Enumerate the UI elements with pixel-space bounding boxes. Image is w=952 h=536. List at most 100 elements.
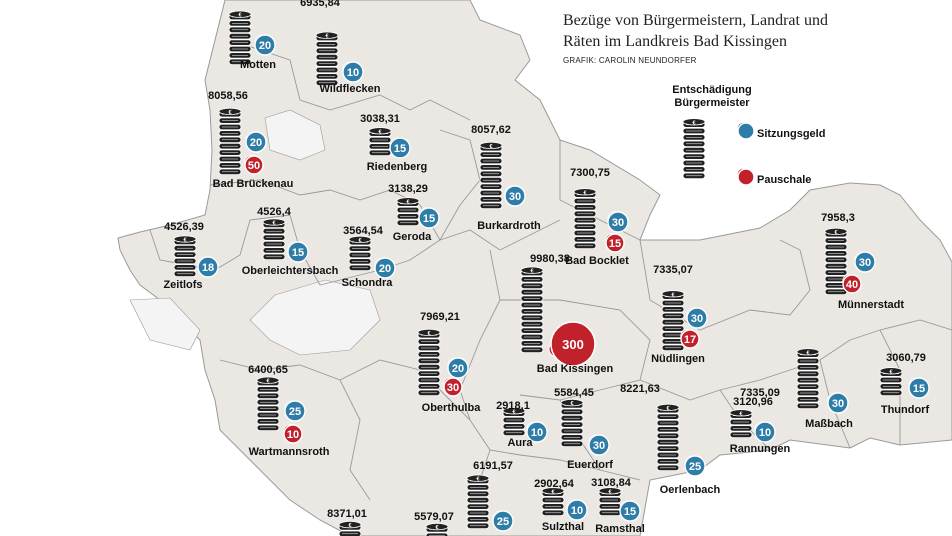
coin-stack-icon: € (425, 522, 449, 536)
sitzungsgeld-badge: 10 (342, 61, 364, 83)
compensation-value: 9980,38 (530, 253, 570, 265)
euro-sign-icon: € (435, 525, 438, 531)
pauschale-badge-value: 30 (447, 382, 459, 394)
compensation-value: 7335,09 (740, 387, 780, 399)
legend-heading-line-1: Entschädigung (672, 84, 752, 96)
coin-stack-icon: € (396, 197, 420, 226)
sitzungsgeld-badge-value: 20 (250, 137, 262, 149)
sitzungsgeld-badge-value: 30 (509, 191, 521, 203)
municipality-name: Bad Kissingen (537, 363, 614, 375)
sitzungsgeld-badge: 20 (447, 357, 469, 379)
euro-sign-icon: € (348, 523, 351, 529)
euro-sign-icon: € (489, 144, 492, 150)
municipality-marker: €10 Wildflecken (315, 31, 381, 95)
compensation-value: 7335,07 (653, 264, 693, 276)
euro-sign-icon: € (406, 199, 409, 205)
sitzungsgeld-badge-value: 10 (571, 505, 583, 517)
euro-sign-icon: € (530, 269, 533, 275)
euro-sign-icon: € (889, 369, 892, 375)
euro-sign-icon: € (692, 120, 695, 126)
municipality-name: Ramsthal (595, 523, 645, 535)
sitzungsgeld-badge: 10 (526, 421, 548, 443)
municipality-marker: €30 7335,09 Maßbach (740, 348, 853, 430)
sitzungsgeld-badge-value: 15 (624, 506, 636, 518)
euro-sign-icon: € (427, 331, 430, 337)
municipality-marker: €18 4526,39 Zeitlofs (163, 221, 219, 291)
sitzungsgeld-badge: 25 (284, 400, 306, 422)
euro-sign-icon: € (608, 489, 611, 495)
municipality-marker: €20 30 7969,21 Oberthulba (417, 311, 481, 414)
compensation-value: 4526,4 (257, 206, 292, 218)
sitzungsgeld-badge: 25 (492, 510, 514, 532)
municipality-marker: €15 4526,4 Oberleichtersbach (242, 206, 339, 277)
pauschale-badge-large: 300 (548, 321, 596, 367)
municipality-name: Schondra (342, 277, 394, 289)
euro-sign-icon: € (834, 230, 837, 236)
euro-sign-icon: € (583, 190, 586, 196)
coin-stack-icon: € (315, 31, 339, 86)
compensation-value: 8221,63 (620, 383, 660, 395)
coin-stack-icon: € (598, 487, 622, 516)
municipality-name: Aura (507, 437, 533, 449)
municipality-name: Oberleichtersbach (242, 265, 339, 277)
pauschale-badge: 40 (842, 274, 862, 294)
sitzungsgeld-badge-value: 10 (347, 67, 359, 79)
euro-sign-icon: € (671, 292, 674, 298)
pauschale-badge: 15 (605, 233, 625, 253)
euro-sign-icon: € (476, 477, 479, 483)
municipality-name: Nüdlingen (651, 353, 705, 365)
coin-stack-icon: € (520, 266, 544, 353)
title-line-1: Bezüge von Bürgermeistern, Landrat und (563, 12, 828, 29)
sitzungsgeld-badge-value: 30 (832, 398, 844, 410)
compensation-value: 3138,29 (388, 183, 428, 195)
compensation-value: 3120,96 (733, 396, 773, 408)
coin-stack-icon: € (560, 398, 584, 447)
municipality-marker: €10 2918,1 Aura (496, 400, 548, 449)
coin-stack-icon: € (173, 235, 197, 277)
sitzungsgeld-badge-value: 25 (689, 461, 701, 473)
sitzungsgeld-badge: 15 (287, 241, 309, 263)
sitzungsgeld-badge: 25 (684, 455, 706, 477)
sitzungsgeld-badge-value: 25 (497, 516, 509, 528)
municipality-name: Münnerstadt (838, 299, 904, 311)
municipality-borders (149, 39, 952, 501)
municipality-marker: €30 17 7335,07 Nüdlingen (651, 264, 708, 365)
water-area (264, 109, 326, 161)
graphic-credit: GRAFIK: CAROLIN NEUNDORFER (563, 56, 697, 65)
pauschale-badge-value: 300 (562, 337, 584, 352)
municipality-marker: €20 50 8058,56 Bad Brückenau (208, 90, 293, 190)
municipality-name: Maßbach (805, 418, 853, 430)
sitzungsgeld-badge-value: 15 (423, 213, 435, 225)
coin-stack-icon: € (479, 141, 503, 209)
chart-header: Bezüge von Bürgermeistern, Landrat und R… (563, 10, 943, 65)
compensation-value: 6935,84 (300, 0, 341, 9)
legend-heading-line-2: Bürgermeister (674, 97, 750, 109)
compensation-value: 8057,62 (471, 124, 511, 136)
pauschale-badge: 30 (443, 377, 463, 397)
water-area (249, 279, 381, 356)
water-area (129, 297, 201, 351)
euro-sign-icon: € (238, 13, 241, 19)
coin-stack-icon: € (417, 328, 441, 396)
compensation-value: 4526,39 (164, 221, 204, 233)
compensation-value: 8371,01 (327, 508, 367, 520)
coin-stack-icon: € (228, 10, 252, 65)
coin-stack-icon: € (573, 188, 597, 249)
euro-sign-icon: € (272, 221, 275, 227)
municipality-marker: €25 10 6400,65 Wartmannsroth (248, 364, 330, 458)
municipality-name: Wartmannsroth (249, 446, 330, 458)
municipality-marker: €15 3060,79 Thundorf (879, 352, 930, 416)
sitzungsgeld-badge-value: 20 (452, 363, 464, 375)
municipality-marker: €10 3120,96 Rannungen (729, 396, 791, 455)
sitzungsgeld-badge: 10 (754, 421, 776, 443)
municipality-marker: €15 3138,29 Geroda (388, 183, 440, 243)
municipality-name: Sulzthal (542, 521, 584, 533)
municipality-marker: €5579,07 (414, 511, 454, 536)
title-line-2: Räten im Landkreis Bad Kissingen (563, 33, 787, 50)
municipality-marker: €30 15 7300,75 Bad Bocklet (565, 167, 629, 267)
euro-sign-icon: € (228, 110, 231, 116)
municipality-marker: €300 9980,38 Bad Kissingen (520, 253, 614, 375)
coin-stack-icon: € (796, 348, 820, 409)
compensation-value: 7300,75 (570, 167, 610, 179)
